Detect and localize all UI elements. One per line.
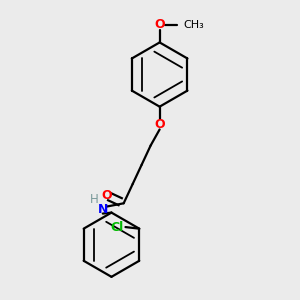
- Text: H: H: [90, 193, 98, 206]
- Text: Cl: Cl: [110, 220, 123, 234]
- Text: O: O: [154, 118, 165, 131]
- Text: O: O: [154, 18, 165, 31]
- Text: O: O: [101, 189, 112, 202]
- Text: N: N: [98, 203, 108, 216]
- Text: CH₃: CH₃: [184, 20, 205, 30]
